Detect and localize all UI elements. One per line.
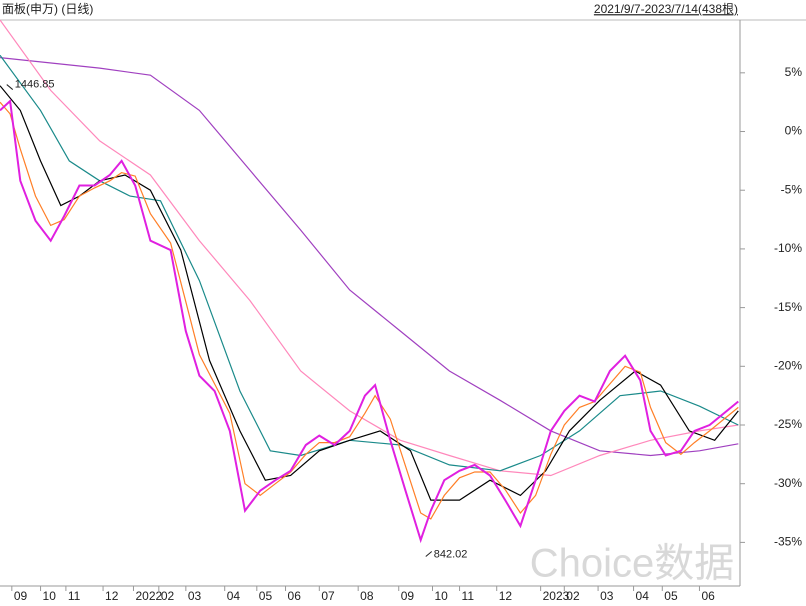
annotation: 842.02 bbox=[434, 548, 468, 560]
y-tick-label: -35% bbox=[774, 535, 802, 549]
annotation: 1446.85 bbox=[15, 78, 55, 90]
series-line bbox=[0, 98, 739, 544]
chart-subtitle: 2021/9/7-2023/7/14(438根) bbox=[594, 2, 738, 16]
series-line bbox=[0, 101, 739, 520]
annotation-pointer bbox=[425, 551, 433, 557]
y-tick-label: -25% bbox=[774, 417, 802, 431]
y-tick-label: -10% bbox=[774, 241, 802, 255]
x-tick-label: 10 bbox=[435, 589, 449, 603]
x-tick-label: 09 bbox=[14, 589, 28, 603]
y-tick-label: -5% bbox=[781, 182, 803, 196]
x-tick-label: 2023 bbox=[543, 589, 570, 603]
x-tick-label: 05 bbox=[664, 589, 678, 603]
x-tick-label: 06 bbox=[288, 589, 302, 603]
series-line bbox=[0, 57, 739, 457]
watermark: Choice数据 bbox=[530, 542, 735, 586]
x-tick-label: 02 bbox=[566, 589, 580, 603]
x-tick-label: 06 bbox=[701, 589, 715, 603]
x-tick-label: 02 bbox=[161, 589, 175, 603]
x-tick-label: 04 bbox=[636, 589, 650, 603]
x-tick-label: 11 bbox=[462, 589, 475, 603]
annotation-pointer bbox=[6, 84, 14, 90]
x-tick-label: 09 bbox=[401, 589, 415, 603]
x-tick-label: 03 bbox=[600, 589, 614, 603]
y-tick-label: 5% bbox=[785, 65, 803, 79]
x-tick-label: 08 bbox=[360, 589, 374, 603]
y-tick-label: -15% bbox=[774, 300, 802, 314]
x-tick-label: 07 bbox=[321, 589, 335, 603]
x-tick-label: 2022 bbox=[135, 589, 162, 603]
x-tick-label: 04 bbox=[227, 589, 241, 603]
y-tick-label: -30% bbox=[774, 476, 802, 490]
x-tick-label: 12 bbox=[105, 589, 119, 603]
y-tick-label: -20% bbox=[774, 358, 802, 372]
x-tick-label: 05 bbox=[259, 589, 273, 603]
x-tick-label: 10 bbox=[43, 589, 57, 603]
x-tick-label: 12 bbox=[499, 589, 513, 603]
chart-title: 面板(申万) (日线) bbox=[2, 2, 93, 16]
x-tick-label: 11 bbox=[68, 589, 81, 603]
x-tick-label: 03 bbox=[188, 589, 202, 603]
y-tick-label: 0% bbox=[785, 124, 803, 138]
series-line bbox=[0, 19, 739, 477]
